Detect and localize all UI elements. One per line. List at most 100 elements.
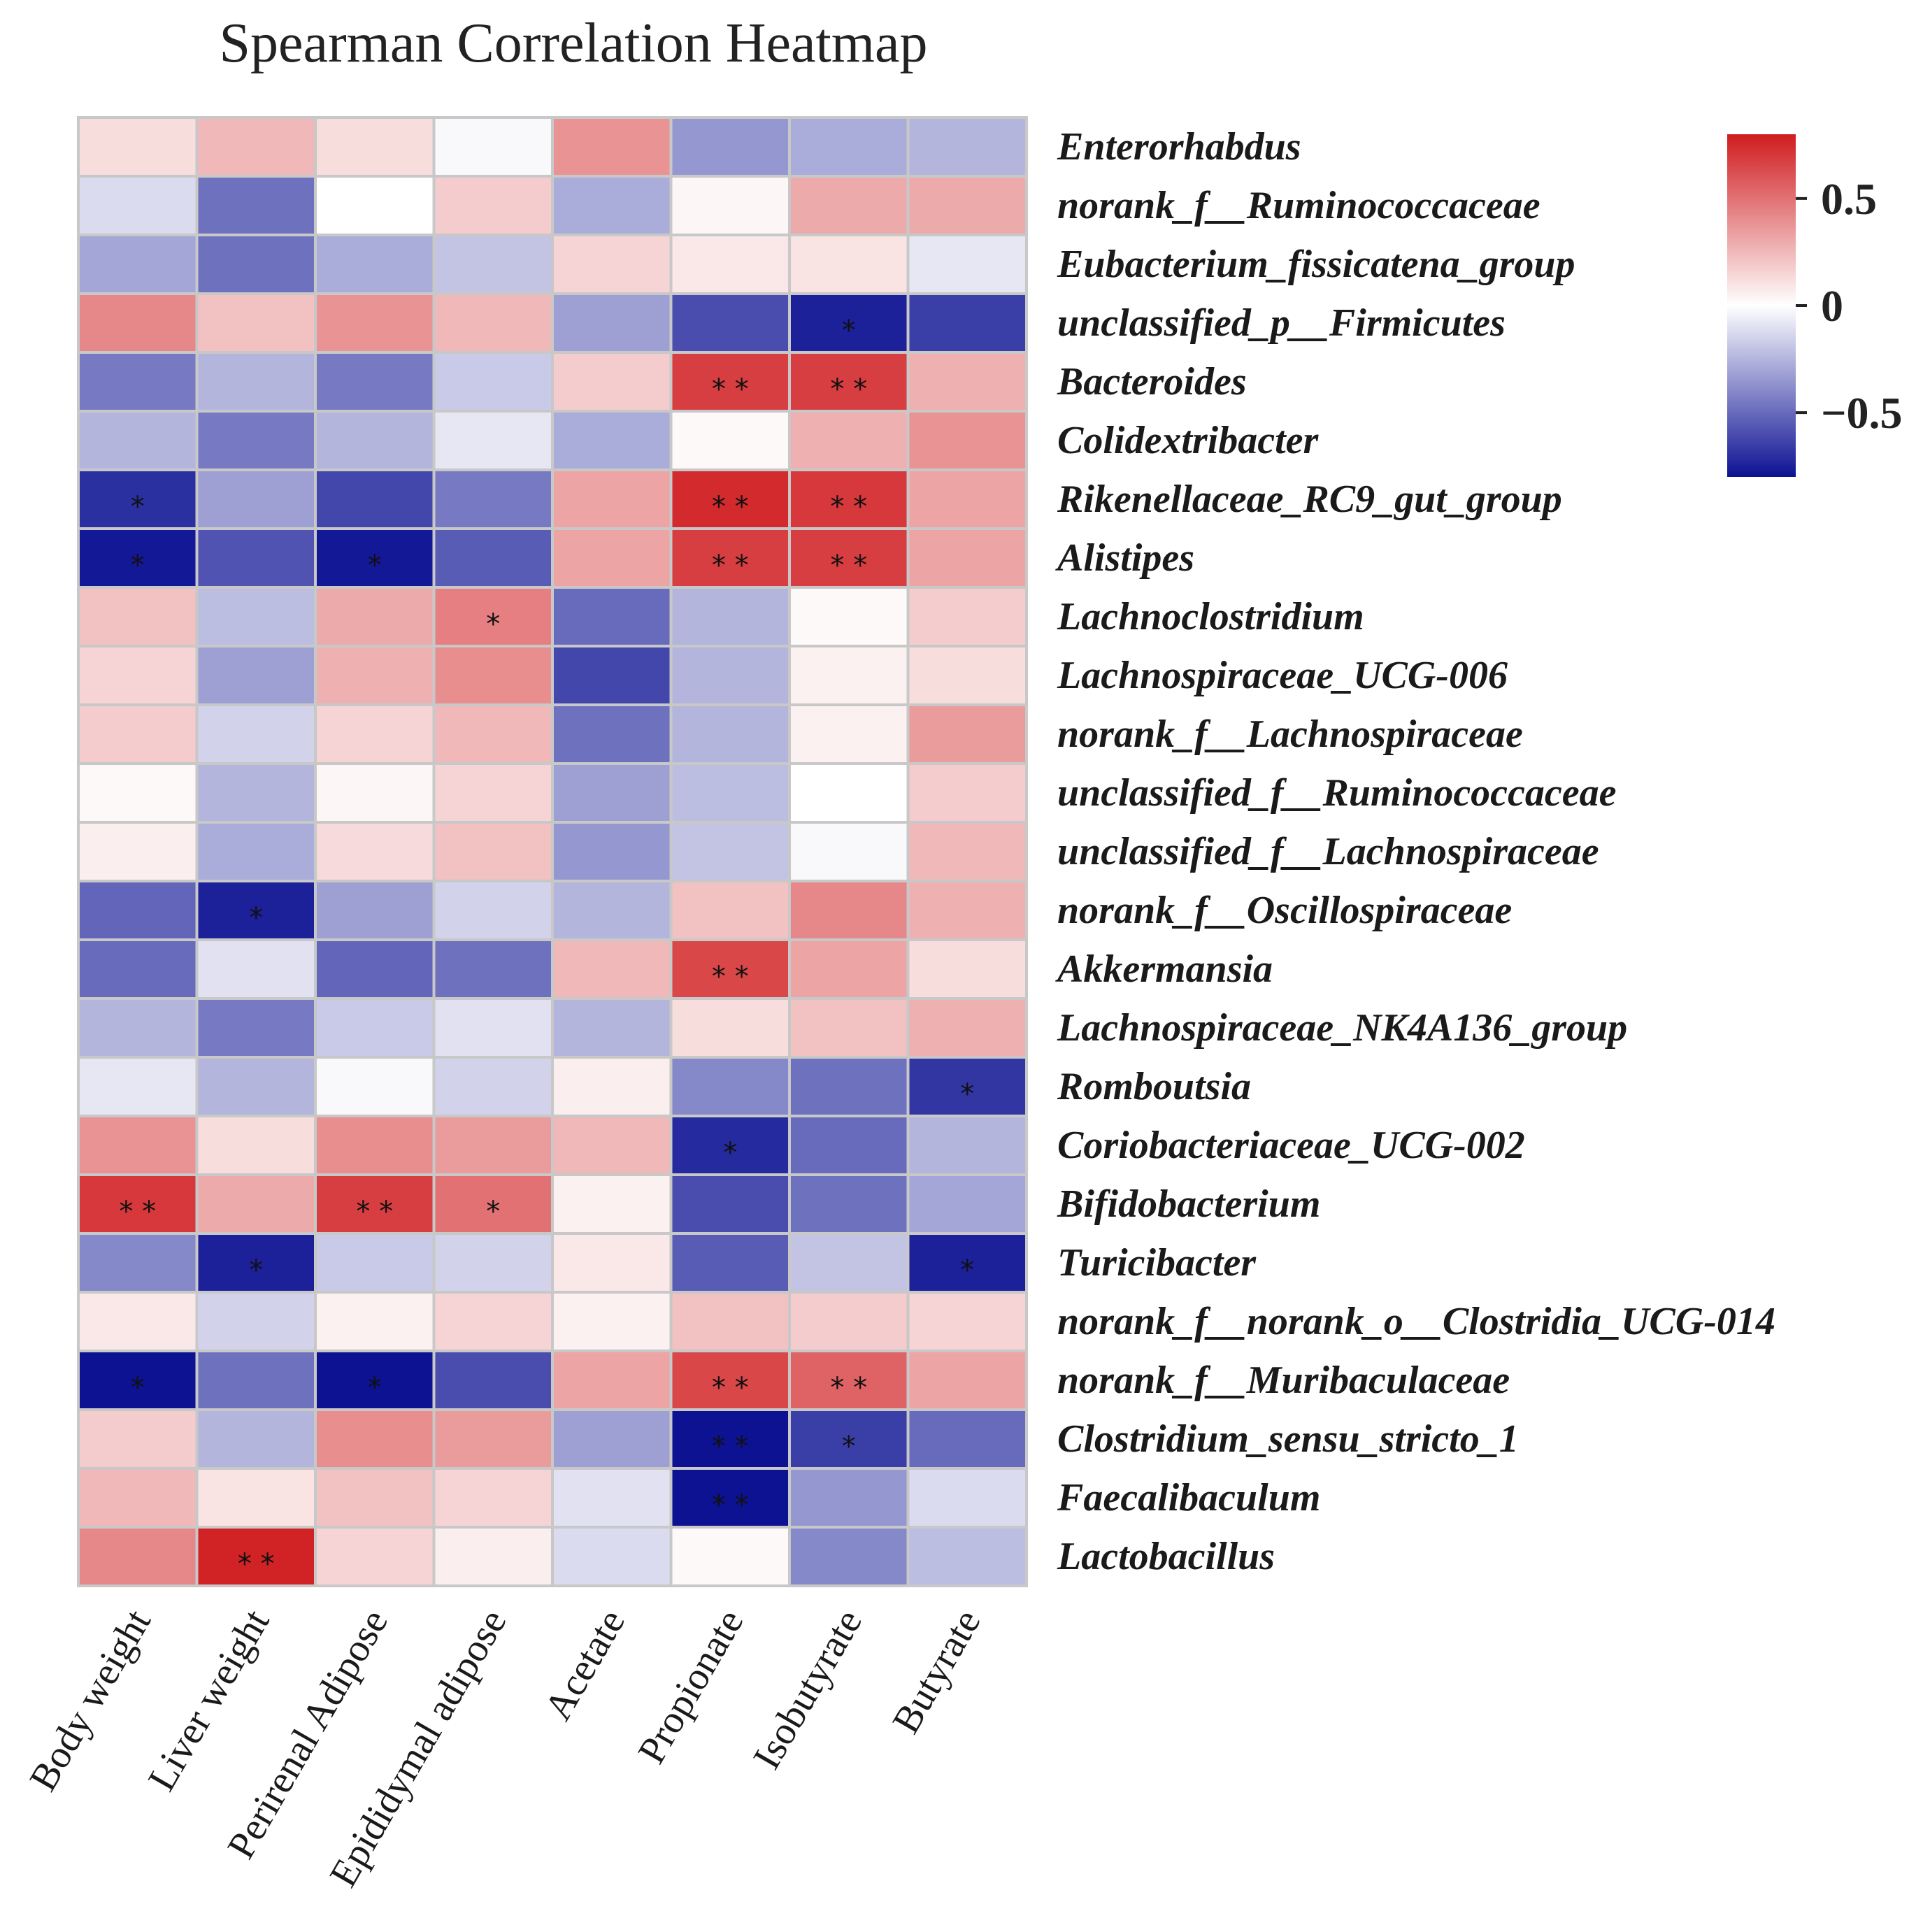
heatmap-cell	[432, 1232, 554, 1294]
column-label: Butyrate	[884, 1603, 989, 1741]
heatmap-cell	[788, 586, 910, 647]
heatmap-cell	[906, 1467, 1028, 1529]
heatmap-cell	[432, 703, 554, 765]
heatmap-cell	[906, 645, 1028, 706]
heatmap-cell	[906, 292, 1028, 354]
row-label: Turicibacter	[1057, 1241, 1257, 1285]
heatmap-cells	[77, 116, 1028, 1587]
colorbar-tick-label: −0.5	[1821, 388, 1902, 438]
heatmap-cell	[314, 1291, 436, 1352]
heatmap-cell	[77, 762, 199, 824]
heatmap-cell	[195, 175, 317, 236]
heatmap-cell	[906, 821, 1028, 882]
heatmap-cell	[77, 1115, 199, 1176]
heatmap-cell	[432, 1115, 554, 1176]
heatmap-cell	[195, 1526, 317, 1587]
heatmap-cell	[551, 351, 673, 413]
heatmap-cell	[195, 938, 317, 1000]
significance-marker: * *	[712, 961, 749, 993]
significance-marker: *	[368, 550, 382, 582]
row-label: norank_f__Oscillospiraceae	[1057, 889, 1512, 932]
significance-marker: *	[249, 902, 263, 934]
heatmap-cell	[77, 938, 199, 1000]
heatmap-cell	[77, 1350, 199, 1411]
heatmap-cell	[195, 997, 317, 1059]
row-label: Lachnospiraceae_NK4A136_group	[1057, 1006, 1627, 1050]
heatmap-cell	[788, 1291, 910, 1352]
significance-marker: * *	[712, 1431, 749, 1463]
row-label: Lachnospiraceae_UCG-006	[1057, 654, 1508, 697]
heatmap-cell	[906, 1115, 1028, 1176]
column-label: Liver weight	[140, 1602, 278, 1798]
heatmap-cell	[906, 527, 1028, 589]
heatmap-cell	[314, 1526, 436, 1587]
heatmap-cell	[788, 938, 910, 1000]
heatmap-cell	[195, 1408, 317, 1470]
heatmap-cell	[195, 1115, 317, 1176]
heatmap-cell	[432, 880, 554, 941]
heatmap-cell	[314, 880, 436, 941]
significance-marker: *	[723, 1137, 737, 1169]
significance-marker: * *	[712, 1372, 749, 1404]
heatmap-cell	[432, 1291, 554, 1352]
heatmap-cell	[314, 1173, 436, 1235]
heatmap-cell	[432, 645, 554, 706]
heatmap-cell	[77, 1467, 199, 1529]
heatmap-cell	[906, 762, 1028, 824]
heatmap-cell	[195, 821, 317, 882]
significance-marker: * *	[830, 373, 867, 406]
row-label: unclassified_f__Lachnospiraceae	[1057, 830, 1599, 873]
column-label: Isobutyrate	[745, 1603, 871, 1777]
heatmap-cell	[906, 116, 1028, 178]
heatmap-cell	[551, 997, 673, 1059]
row-label: Bifidobacterium	[1057, 1182, 1320, 1226]
heatmap-cell	[314, 703, 436, 765]
heatmap-cell	[551, 234, 673, 295]
heatmap-cell	[195, 1467, 317, 1529]
heatmap-cell	[195, 1173, 317, 1235]
heatmap-cell	[314, 175, 436, 236]
heatmap-cell	[551, 292, 673, 354]
heatmap-cell	[669, 1232, 791, 1294]
heatmap-cell	[788, 116, 910, 178]
heatmap-cell	[906, 880, 1028, 941]
heatmap-cell	[551, 468, 673, 530]
heatmap-cell	[551, 762, 673, 824]
heatmap-cell	[669, 1350, 791, 1411]
significance-markers: * * * * * * * * * * * * * * * * * * * * * * * * * * * * * * *…	[119, 315, 974, 1580]
significance-marker: * *	[712, 373, 749, 406]
heatmap-cell	[314, 821, 436, 882]
significance-marker: * *	[356, 1196, 393, 1228]
row-label: Rikenellaceae_RC9_gut_group	[1057, 478, 1562, 521]
heatmap-cell	[195, 116, 317, 178]
heatmap-cell	[432, 234, 554, 295]
heatmap-cell	[314, 410, 436, 471]
heatmap-cell	[195, 1232, 317, 1294]
heatmap-cell	[314, 586, 436, 647]
heatmap-cell	[551, 645, 673, 706]
heatmap-cell	[77, 1232, 199, 1294]
heatmap-cell	[906, 351, 1028, 413]
heatmap-cell	[551, 1056, 673, 1117]
row-label: Alistipes	[1055, 536, 1194, 580]
heatmap-cell	[314, 1232, 436, 1294]
row-label: Colidextribacter	[1057, 419, 1320, 462]
heatmap-cell	[551, 175, 673, 236]
heatmap-cell	[77, 1408, 199, 1470]
heatmap-cell	[432, 1350, 554, 1411]
heatmap-cell	[906, 468, 1028, 530]
significance-marker: *	[960, 1078, 974, 1110]
heatmap-cell	[314, 762, 436, 824]
heatmap-cell	[669, 1526, 791, 1587]
heatmap-cell	[906, 1173, 1028, 1235]
heatmap-cell	[77, 645, 199, 706]
heatmap-cell	[195, 351, 317, 413]
heatmap-cell	[551, 1291, 673, 1352]
heatmap-cell	[314, 234, 436, 295]
heatmap-cell	[432, 527, 554, 589]
heatmap-cell	[788, 1173, 910, 1235]
heatmap-cell	[551, 1408, 673, 1470]
heatmap-cell	[77, 1056, 199, 1117]
heatmap-cell	[906, 1408, 1028, 1470]
column-label: Body weight	[21, 1602, 159, 1798]
